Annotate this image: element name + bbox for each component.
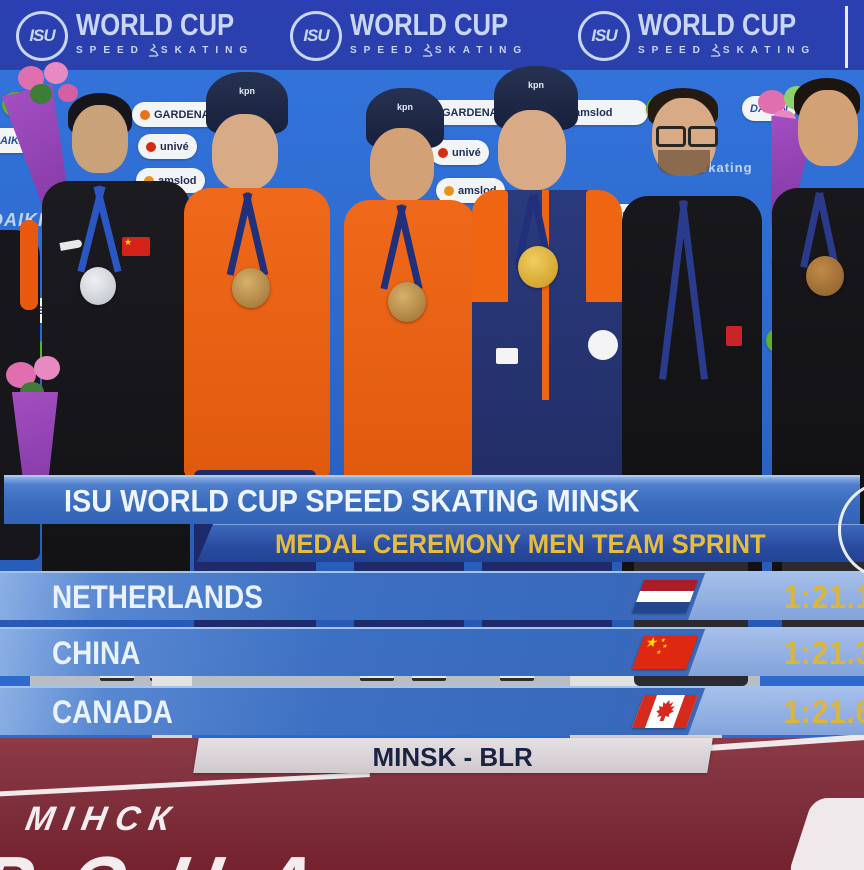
logo-sub-right: SKATING: [160, 44, 255, 56]
bronze-medal: [806, 256, 844, 296]
athlete-figure-netherlands-gold: kpn: [468, 64, 624, 664]
isu-logo-icon: ISU: [578, 11, 630, 61]
logo-sub-left: SPEED: [638, 44, 707, 56]
beard: [658, 150, 710, 176]
silver-medal: [80, 267, 116, 305]
athlete-figure-canada: [618, 88, 768, 686]
team-logo-badge: [588, 330, 618, 360]
floor-text-minsk: МІНСК: [22, 800, 183, 838]
glasses: [656, 126, 686, 147]
athlete-figure-canada: [772, 78, 864, 676]
logo-sub-right: SKATING: [434, 44, 529, 56]
sponsor-pill: GARDENA: [132, 102, 218, 127]
isu-world-cup-logo: ISU WORLD CUP SPEED SKATING: [16, 9, 254, 63]
gold-medal: [518, 246, 558, 288]
rink-floor: МІНСК РЭНА: [0, 733, 864, 870]
result-row: CANADA 1:21.6: [0, 686, 864, 735]
skater-icon: [148, 43, 159, 57]
sponsor-watermark: skating: [700, 160, 753, 175]
logo-title: WORLD CUP: [76, 7, 235, 42]
logo-title: WORLD CUP: [638, 7, 797, 42]
isu-logo-icon: ISU: [290, 11, 342, 61]
china-flag-patch: ★: [122, 237, 150, 256]
athlete-figure-netherlands: kpn: [338, 86, 484, 676]
result-time: 1:21.6: [783, 694, 864, 731]
isu-world-cup-logo: ISU WORLD CUP SPEED SKATING: [578, 9, 816, 63]
athlete-figure-netherlands: kpn: [180, 70, 336, 670]
canada-patch: [726, 326, 742, 346]
event-banner: ISU WORLD CUP SPEED SKATING ISU WORLD CUP…: [0, 0, 864, 70]
logo-sub-left: SPEED: [350, 44, 419, 56]
medal: [232, 268, 270, 308]
athlete-figure-china: ★: [40, 85, 200, 645]
skater-icon: [422, 43, 433, 57]
logo-sub-right: SKATING: [722, 44, 817, 56]
logo-title: WORLD CUP: [350, 7, 509, 42]
skater-icon: [710, 43, 721, 57]
flag-pole: [845, 6, 848, 68]
logo-sub-left: SPEED: [76, 44, 145, 56]
isu-world-cup-logo: ISU WORLD CUP SPEED SKATING: [290, 9, 528, 63]
sponsor-pill: univé: [138, 134, 197, 159]
floor-text-arena: РЭНА: [0, 838, 361, 870]
medal: [388, 282, 426, 322]
isu-logo-icon: ISU: [16, 11, 68, 61]
fila-logo: [496, 348, 518, 364]
